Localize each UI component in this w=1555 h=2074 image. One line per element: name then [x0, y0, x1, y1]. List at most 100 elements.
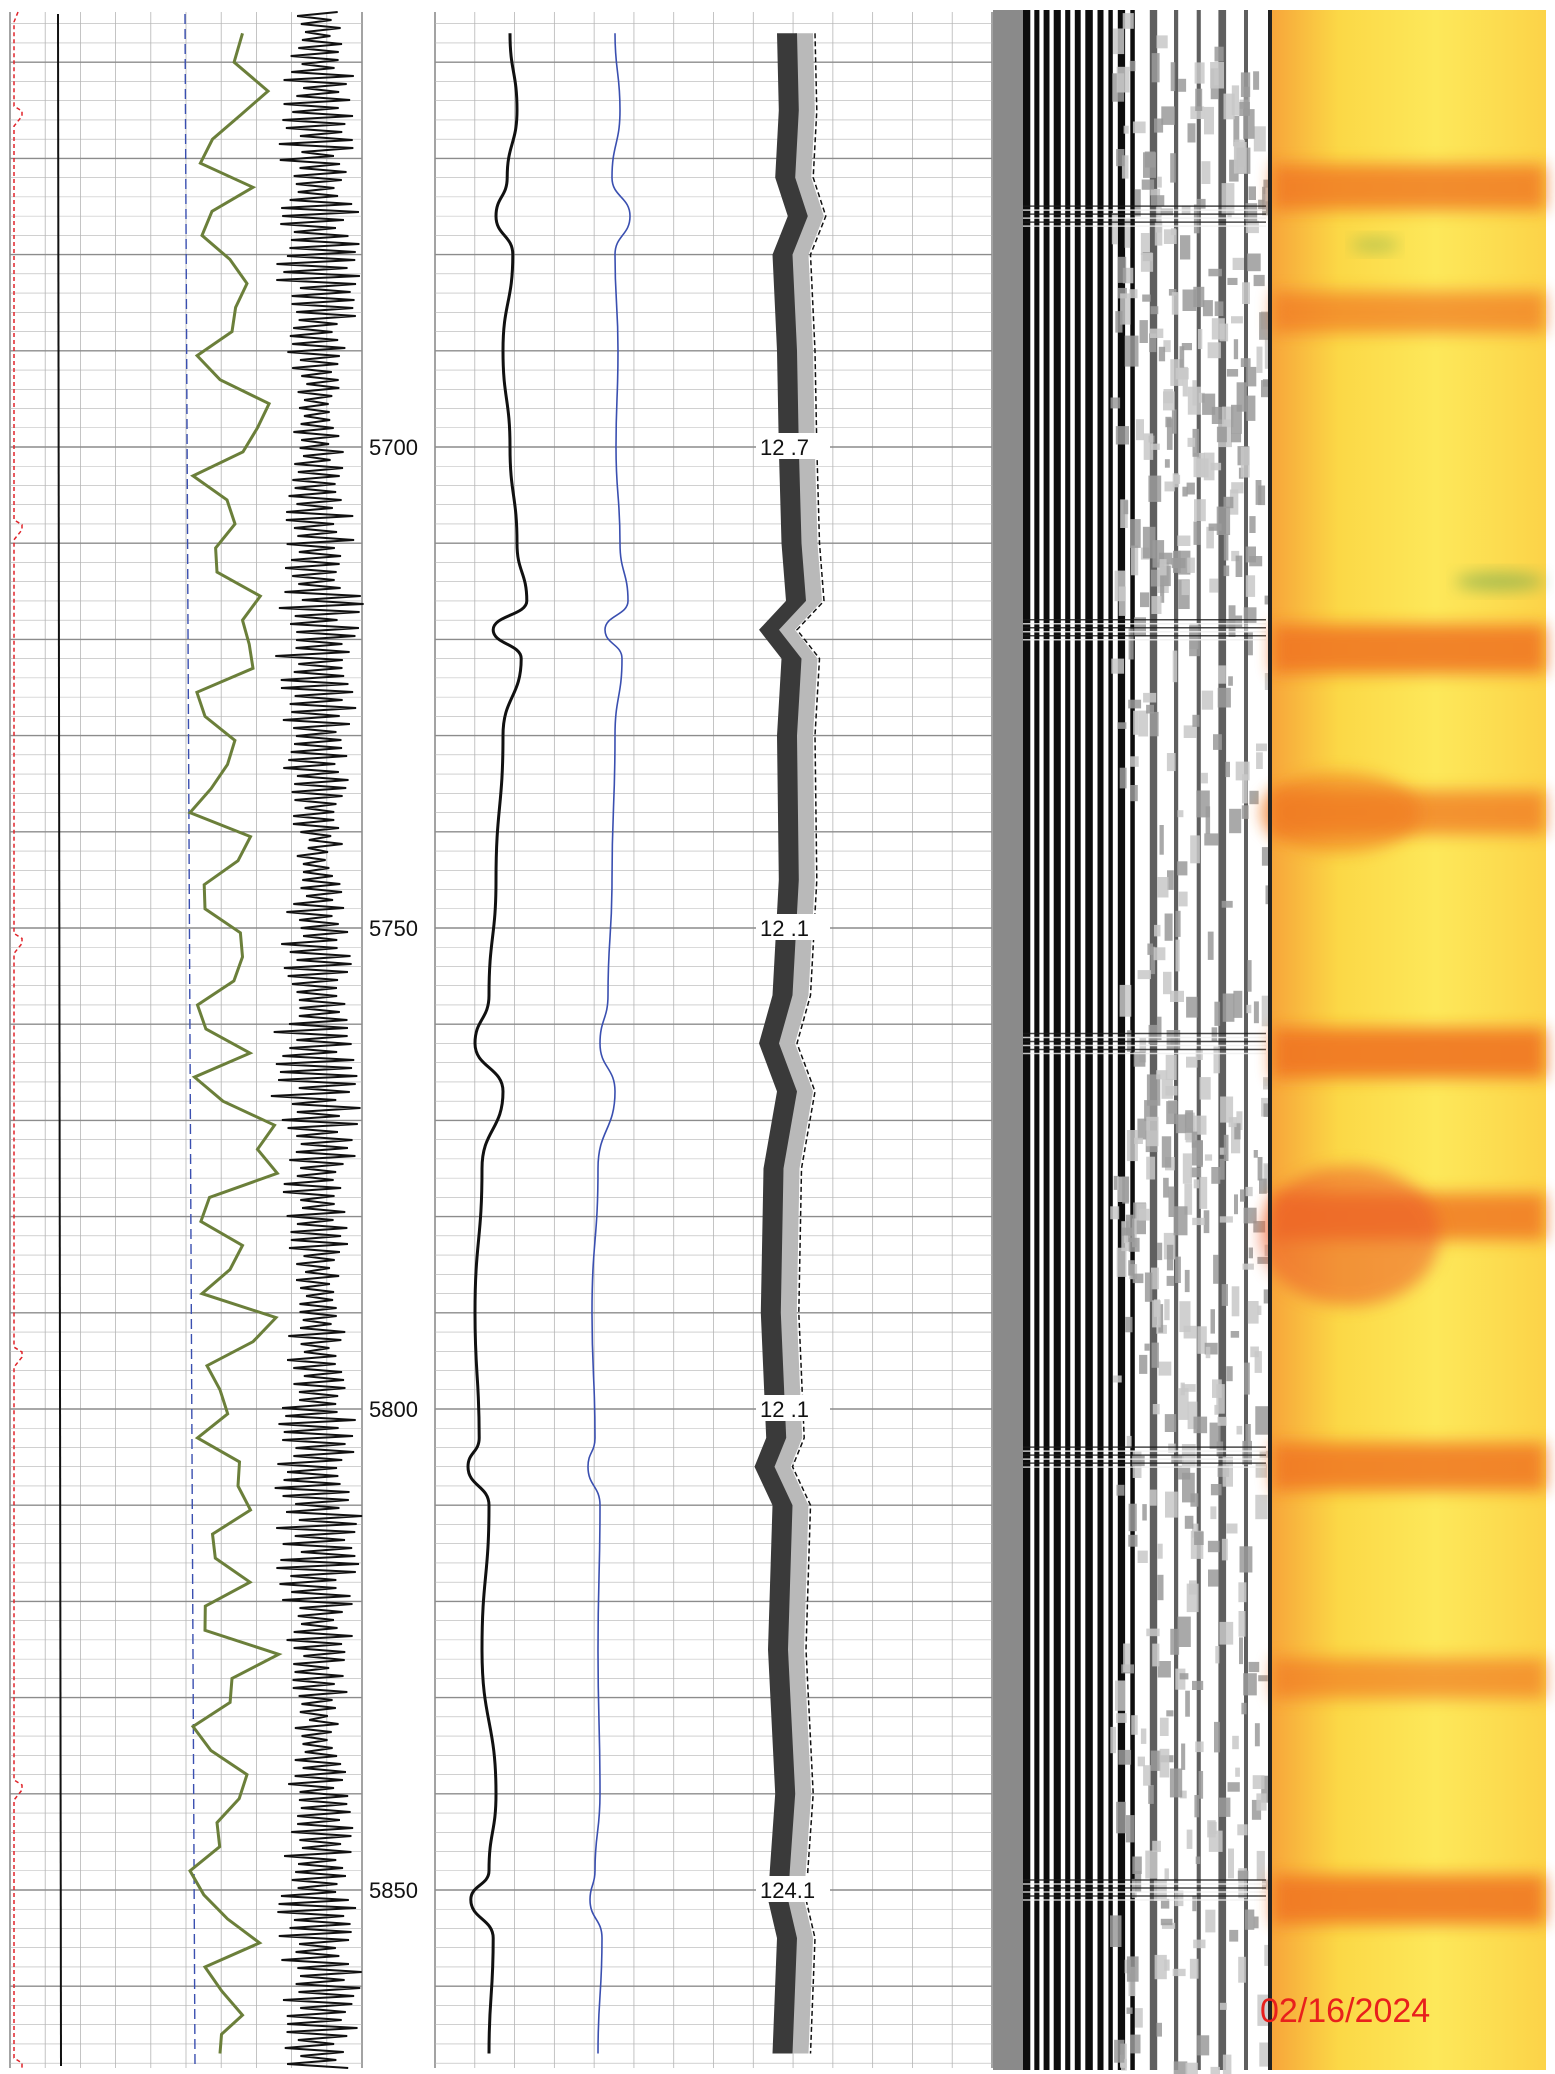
vdl-bar — [1074, 10, 1081, 2070]
vdl-speckle — [1258, 1675, 1268, 1682]
vdl-speckle — [1156, 2022, 1162, 2037]
vdl-speckle — [1166, 753, 1176, 772]
vdl-speckle — [1208, 523, 1222, 531]
vdl-speckle — [1242, 282, 1250, 304]
vdl-speckle — [1238, 1956, 1246, 1983]
vdl-speckle — [1228, 1848, 1234, 1879]
vdl-speckle — [1211, 406, 1224, 424]
vdl-speckle — [1121, 155, 1129, 179]
vdl-speckle — [1207, 931, 1214, 960]
vdl-speckle — [1151, 1342, 1159, 1368]
vdl-speckle — [1259, 1178, 1267, 1194]
amplitude-map-track — [1260, 10, 1546, 2070]
vdl-speckle — [1165, 1054, 1177, 1080]
vdl-speckle — [1220, 1096, 1234, 1123]
vdl-speckle — [1222, 993, 1235, 1022]
vdl-speckle — [1242, 1263, 1254, 1270]
vdl-speckle — [1259, 312, 1270, 340]
vdl-speckle — [1243, 1207, 1257, 1224]
vdl-speckle — [1158, 552, 1173, 565]
vdl-speckle — [1195, 1050, 1203, 1060]
vdl-speckle — [1150, 711, 1159, 737]
vdl-speckle — [1240, 1189, 1245, 1202]
vdl-speckle — [1221, 1538, 1228, 1561]
vdl-speckle — [1122, 267, 1134, 284]
vdl-speckle — [1113, 1175, 1119, 1190]
vdl-speckle — [1189, 625, 1200, 657]
vdl-speckle — [1179, 1790, 1187, 1799]
vdl-speckle — [1189, 1958, 1199, 1979]
vdl-speckle — [1185, 1110, 1194, 1133]
vdl-speckle — [1193, 204, 1200, 234]
vdl-speckle — [1258, 199, 1265, 210]
vdl-speckle — [1219, 1216, 1233, 1223]
vdl-speckle — [1132, 1856, 1142, 1874]
vdl-speckle — [1160, 565, 1171, 587]
vdl-speckle — [1223, 1134, 1229, 1161]
vdl-speckle — [1146, 704, 1154, 714]
vdl-speckle — [1232, 257, 1244, 270]
temperature-label-bg — [756, 1395, 830, 1421]
vdl-speckle — [1219, 1158, 1225, 1180]
vdl-speckle — [1234, 1194, 1238, 1215]
vdl-speckle — [1142, 294, 1151, 302]
vdl-speckle — [1116, 1247, 1127, 1277]
vdl-speckle — [1221, 900, 1233, 908]
vdl-bar — [1034, 10, 1040, 2070]
vdl-speckle — [1139, 320, 1148, 343]
vdl-speckle — [1126, 1435, 1132, 1448]
vdl-speckle — [1121, 2058, 1127, 2071]
vdl-speckle — [1169, 1768, 1183, 1798]
vdl-speckle — [1245, 203, 1258, 224]
vdl-speckle — [1222, 2054, 1232, 2074]
vdl-speckle — [1243, 607, 1257, 623]
vdl-speckle — [1196, 790, 1210, 818]
vdl-speckle — [1219, 2002, 1227, 2010]
vdl-speckle — [1219, 1147, 1228, 1155]
vdl-speckle — [1128, 628, 1134, 660]
vdl-speckle — [1128, 1534, 1138, 1547]
vdl-speckle — [1182, 1384, 1196, 1392]
vdl-speckle — [1164, 459, 1170, 468]
vdl-speckle — [1186, 482, 1195, 495]
vdl-speckle — [1161, 1078, 1173, 1099]
vdl-speckle — [1263, 1289, 1271, 1304]
temperature-label: 12 .1 — [760, 916, 809, 941]
vdl-speckle — [1210, 1309, 1215, 1334]
vdl-speckle — [1179, 346, 1185, 368]
vdl-speckle — [1231, 550, 1240, 562]
vdl-speckle — [1159, 825, 1164, 855]
vdl-speckle — [1175, 1256, 1181, 1283]
vdl-speckle — [1244, 624, 1249, 633]
vdl-speckle — [1154, 222, 1163, 246]
vdl-speckle — [1226, 1366, 1233, 1382]
vdl-speckle — [1132, 121, 1146, 134]
vdl-speckle — [1149, 1489, 1157, 1506]
vdl-speckle — [1235, 555, 1243, 577]
vdl-speckle — [1254, 1351, 1262, 1373]
vdl-speckle — [1183, 725, 1197, 738]
vdl-speckle — [1123, 125, 1129, 134]
vdl-speckle — [1255, 480, 1262, 505]
vdl-speckle — [1159, 1748, 1170, 1778]
vdl-speckle — [1202, 300, 1213, 317]
vdl-speckle — [1216, 426, 1227, 443]
vdl-speckle — [1134, 1137, 1143, 1144]
vdl-speckle — [1227, 1782, 1240, 1792]
vdl-speckle — [1175, 1114, 1187, 1134]
vdl-speckle — [1201, 690, 1214, 710]
vdl-speckle — [1254, 1723, 1260, 1747]
vdl-speckle — [1154, 1954, 1167, 1980]
vdl-speckle — [1203, 452, 1215, 481]
vdl-speckle — [1252, 1775, 1265, 1789]
vdl-speckle — [1246, 1004, 1252, 1014]
vdl-bar — [1043, 10, 1050, 2070]
vdl-speckle — [1236, 1111, 1243, 1130]
vdl-speckle — [1237, 1870, 1249, 1880]
vdl-speckle — [1156, 1070, 1168, 1080]
vdl-speckle — [1199, 1077, 1211, 1100]
vdl-speckle — [1117, 287, 1127, 299]
vdl-speckle — [1229, 159, 1239, 182]
vdl-speckle — [1110, 397, 1121, 409]
vdl-speckle — [1150, 195, 1165, 206]
